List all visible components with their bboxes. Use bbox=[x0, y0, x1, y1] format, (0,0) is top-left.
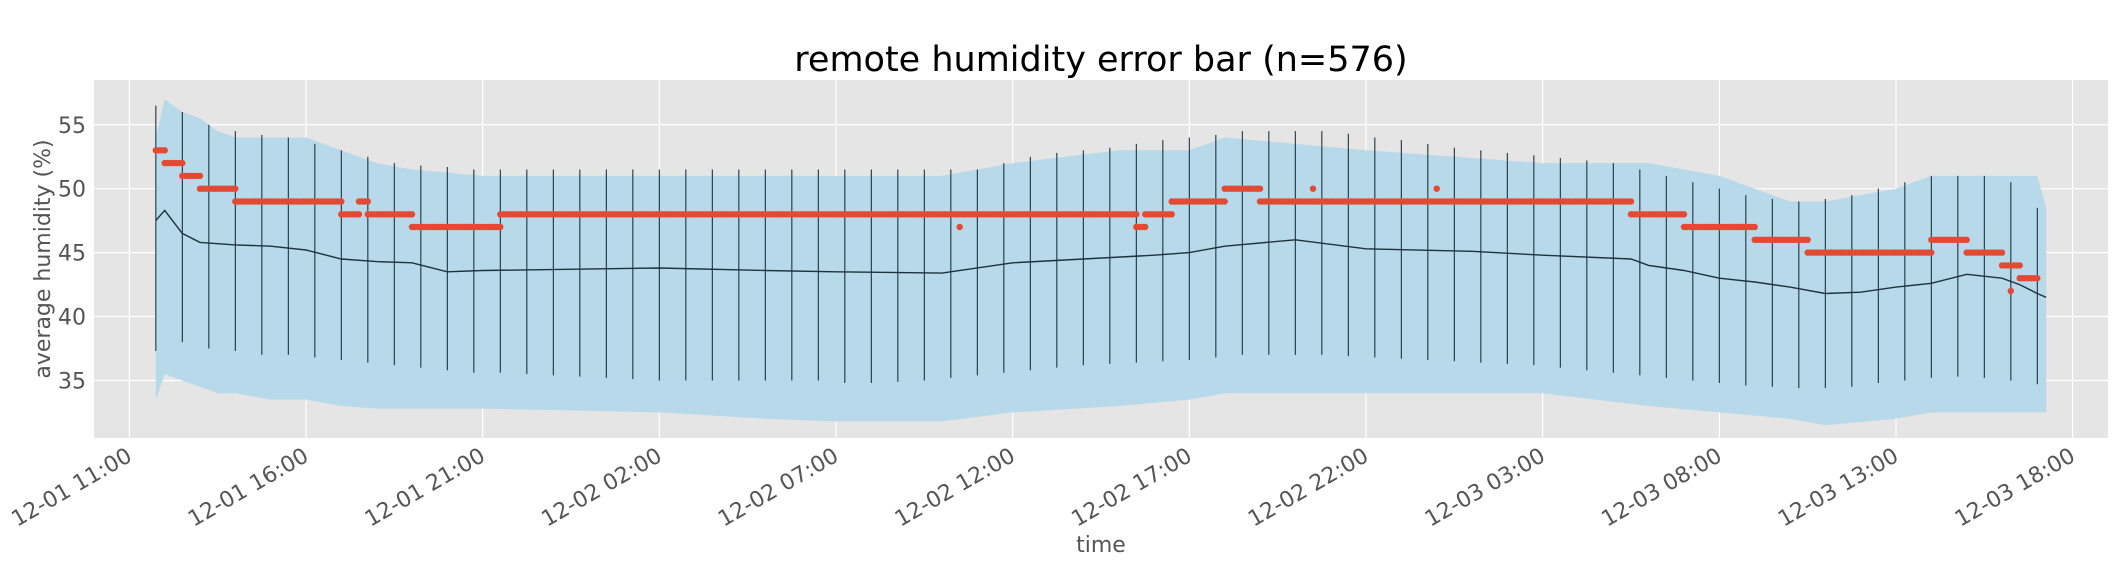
mean-line bbox=[155, 209, 2047, 299]
remote-point bbox=[232, 185, 239, 192]
errorbar-layer bbox=[155, 105, 2038, 389]
y-tick-label: 55 bbox=[58, 114, 86, 139]
mean-layer bbox=[155, 209, 2047, 299]
y-tick-label: 40 bbox=[58, 306, 86, 331]
remote-point bbox=[1804, 236, 1811, 243]
x-tick-label: 12-02 02:00 bbox=[538, 444, 667, 533]
remote-point bbox=[1998, 249, 2006, 256]
remote-point bbox=[1309, 185, 1317, 192]
y-tick-label: 45 bbox=[58, 242, 86, 267]
remote-point bbox=[1133, 211, 1140, 218]
x-tick-label: 12-01 21:00 bbox=[361, 444, 490, 533]
x-tick-label: 12-03 13:00 bbox=[1774, 444, 1903, 533]
remote-point bbox=[2016, 262, 2023, 269]
x-axis-label: time bbox=[1076, 533, 1126, 558]
remote-point bbox=[408, 211, 416, 218]
band-layer bbox=[155, 99, 2047, 426]
remote-point bbox=[179, 159, 186, 167]
x-tick-label: 12-02 12:00 bbox=[891, 444, 1020, 533]
remote-point bbox=[1221, 198, 1228, 205]
remote-point bbox=[161, 147, 168, 154]
remote-point bbox=[1168, 211, 1175, 218]
std-band bbox=[155, 99, 2047, 426]
x-tick-label: 12-02 17:00 bbox=[1068, 444, 1197, 533]
remote-point bbox=[1256, 185, 1264, 192]
remote-point bbox=[1142, 223, 1149, 231]
x-tick-label: 12-03 18:00 bbox=[1951, 444, 2080, 533]
remote-point bbox=[2007, 287, 2015, 295]
remote-point bbox=[1751, 223, 1758, 231]
remote-point bbox=[1433, 185, 1440, 192]
remote-point bbox=[1627, 198, 1635, 205]
remote-point bbox=[1680, 211, 1688, 218]
remote-point bbox=[338, 198, 345, 205]
y-tick-label: 35 bbox=[58, 369, 86, 394]
x-tick-label: 12-01 16:00 bbox=[184, 444, 313, 533]
remote-point bbox=[196, 172, 204, 180]
remote-point bbox=[1963, 236, 1970, 243]
y-tick-label: 50 bbox=[58, 178, 86, 203]
x-tick-label: 12-03 08:00 bbox=[1598, 444, 1727, 533]
remote-point bbox=[2034, 275, 2041, 282]
remote-point bbox=[364, 198, 371, 205]
remote-point bbox=[355, 211, 363, 218]
remote-point bbox=[1928, 249, 1935, 256]
points-layer bbox=[152, 147, 2041, 295]
chart-title: remote humidity error bar (n=576) bbox=[794, 40, 1407, 80]
y-axis-label: average humidity (%) bbox=[31, 139, 56, 378]
x-tick-label: 12-03 03:00 bbox=[1421, 444, 1550, 533]
x-tick-label: 12-02 22:00 bbox=[1244, 444, 1373, 533]
x-tick-label: 12-01 11:00 bbox=[8, 444, 137, 533]
x-tick-label: 12-02 07:00 bbox=[714, 444, 843, 533]
remote-point bbox=[497, 223, 504, 231]
remote-point bbox=[956, 223, 963, 231]
